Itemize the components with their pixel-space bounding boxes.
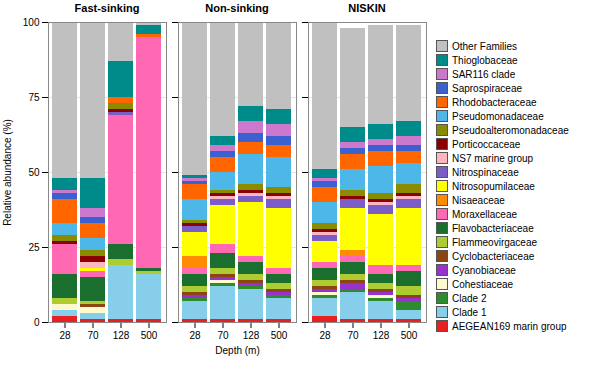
html-text:NISKIN: NISKIN <box>348 2 386 14</box>
html-text:Clade 1: Clade 1 <box>452 306 487 318</box>
svg-text:70: 70 <box>217 330 229 341</box>
svg-text:70: 70 <box>87 330 99 341</box>
svg-text:28: 28 <box>319 330 331 341</box>
html-text:Flammeovirgaceae: Flammeovirgaceae <box>452 236 537 248</box>
html-text:SAR116 clade: SAR116 clade <box>452 68 516 80</box>
svg-text:0: 0 <box>34 317 40 328</box>
svg-text:100: 100 <box>23 17 40 28</box>
html-text:Nitrospinaceae: Nitrospinaceae <box>452 166 519 178</box>
svg-text:500: 500 <box>271 330 288 341</box>
html-text:Thioglobaceae: Thioglobaceae <box>452 54 518 66</box>
svg-text:70: 70 <box>347 330 359 341</box>
html-text:Rhodobacteraceae: Rhodobacteraceae <box>452 96 537 108</box>
html-text:Other Families: Other Families <box>452 40 517 52</box>
svg-text:128: 128 <box>373 330 390 341</box>
html-text:Nitrosopumilaceae: Nitrosopumilaceae <box>452 180 535 192</box>
svg-text:28: 28 <box>189 330 201 341</box>
html-text:NS7 marine group: NS7 marine group <box>452 152 534 164</box>
html-text:Fast-sinking: Fast-sinking <box>74 2 140 14</box>
svg-text:500: 500 <box>141 330 158 341</box>
svg-text:75: 75 <box>28 92 40 103</box>
html-text:Clade 2: Clade 2 <box>452 292 487 304</box>
html-text:Nisaeaceae: Nisaeaceae <box>452 194 505 206</box>
html-text:Saprospiraceae: Saprospiraceae <box>452 82 522 94</box>
html-text:Moraxellaceae: Moraxellaceae <box>452 208 517 220</box>
html-text:AEGEAN169 marin group: AEGEAN169 marin group <box>452 320 567 332</box>
svg-text:50: 50 <box>28 167 40 178</box>
svg-text:Relative abundance (%): Relative abundance (%) <box>2 119 13 226</box>
svg-text:25: 25 <box>28 242 40 253</box>
html-text:Porticoccaceae: Porticoccaceae <box>452 138 521 150</box>
html-text:Cyclobacteriaceae: Cyclobacteriaceae <box>452 250 535 262</box>
svg-text:500: 500 <box>401 330 418 341</box>
svg-text:128: 128 <box>243 330 260 341</box>
html-text:Cyanobiaceae: Cyanobiaceae <box>452 264 516 276</box>
html-text:Non-sinking: Non-sinking <box>205 2 269 14</box>
svg-text:Depth (m): Depth (m) <box>215 345 259 356</box>
html-text:Pseudomonadaceae: Pseudomonadaceae <box>452 110 544 122</box>
html-text:Pseudoalteromonadaceae: Pseudoalteromonadaceae <box>452 124 569 136</box>
html-text:Flavobacteriaceae: Flavobacteriaceae <box>452 222 534 234</box>
svg-text:28: 28 <box>59 330 71 341</box>
svg-text:128: 128 <box>113 330 130 341</box>
html-text:Cohestiaceae: Cohestiaceae <box>452 278 514 290</box>
